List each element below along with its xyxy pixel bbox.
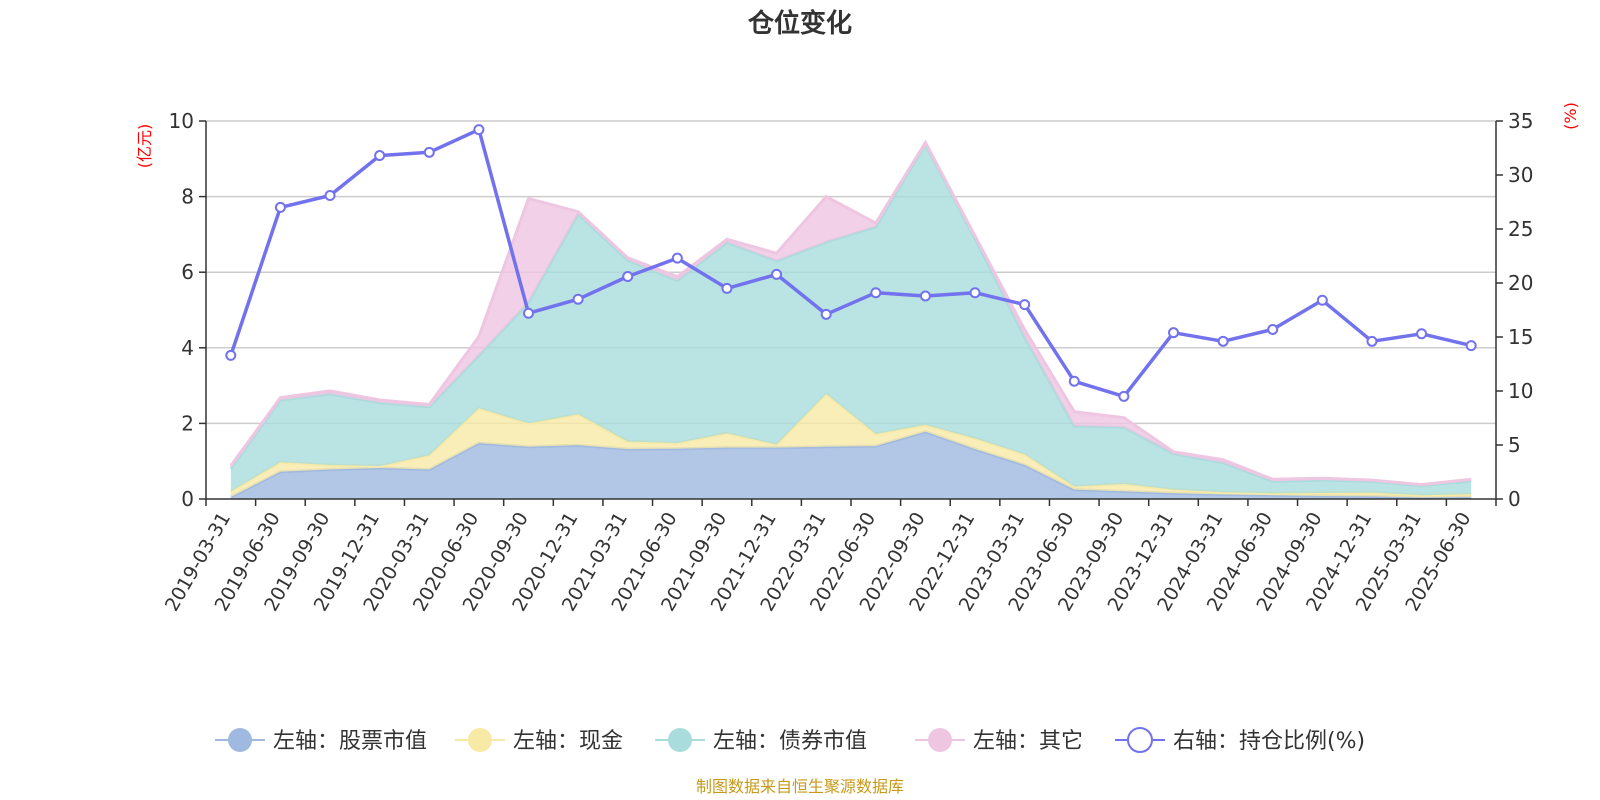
- stacked-areas: [229, 139, 1472, 500]
- area-左轴：股票市值: [230, 431, 1472, 499]
- holding-ratio-line: [225, 124, 1477, 402]
- area-左轴：现金: [230, 393, 1472, 498]
- legend-item[interactable]: 左轴：债券市值: [655, 728, 867, 754]
- ratio-point: [1416, 328, 1428, 340]
- ratio-point: [1118, 390, 1130, 402]
- ratio-point: [572, 293, 584, 305]
- ratio-point: [324, 190, 336, 202]
- left-axis-tick-label: 4: [181, 336, 194, 360]
- area-edge-左轴：其它: [229, 139, 1472, 487]
- ratio-point: [622, 271, 634, 283]
- legend-label: 左轴：现金: [513, 729, 623, 754]
- legend-label: 左轴：股票市值: [273, 729, 427, 754]
- ratio-point: [820, 308, 832, 320]
- right-axis-tick-label: 15: [1508, 325, 1533, 349]
- area-edge-左轴：现金: [230, 391, 1472, 497]
- legend: 左轴：股票市值 左轴：现金 左轴：债券市值 左轴：其它 右轴：持仓比例(%): [215, 727, 1365, 754]
- left-axis-tick-label: 10: [169, 109, 194, 133]
- ratio-point: [1068, 375, 1080, 387]
- left-axis-tick-label: 6: [181, 260, 194, 284]
- area-左轴：债券市值: [230, 144, 1472, 496]
- right-axis-tick-label: 10: [1508, 379, 1533, 403]
- source-note: 制图数据来自恒生聚源数据库: [696, 777, 904, 796]
- legend-marker: [228, 728, 252, 752]
- legend-label: 左轴：债券市值: [713, 729, 867, 754]
- ratio-point: [1267, 323, 1279, 335]
- right-axis-tick-label: 35: [1508, 109, 1533, 133]
- left-axis-tick-label: 0: [181, 487, 194, 511]
- ratio-point: [1019, 299, 1031, 311]
- ratio-point: [274, 201, 286, 213]
- ratio-point: [1316, 294, 1328, 306]
- left-axis-tick-label: 8: [181, 185, 194, 209]
- ratio-point: [771, 268, 783, 280]
- ratio-point: [1217, 335, 1229, 347]
- legend-item[interactable]: 右轴：持仓比例(%): [1115, 727, 1365, 754]
- legend-marker: [468, 728, 492, 752]
- legend-marker: [668, 728, 692, 752]
- right-axis-tick-label: 25: [1508, 217, 1533, 241]
- ratio-point: [374, 150, 386, 162]
- ratio-point: [1465, 340, 1477, 352]
- ratio-point: [969, 287, 981, 299]
- legend-label: 左轴：其它: [973, 729, 1083, 754]
- right-axis-tick-label: 0: [1508, 487, 1521, 511]
- legend-label: 右轴：持仓比例(%): [1173, 729, 1365, 754]
- right-axis-tick-label: 5: [1508, 433, 1521, 457]
- chart-title: 仓位变化: [747, 8, 852, 39]
- ratio-point: [423, 146, 435, 158]
- left-axis-tick-label: 2: [181, 411, 194, 435]
- legend-item[interactable]: 左轴：股票市值: [215, 728, 427, 754]
- right-axis-tick-label: 30: [1508, 163, 1533, 187]
- legend-item[interactable]: 左轴：现金: [455, 728, 623, 754]
- ratio-point: [671, 252, 683, 264]
- legend-item[interactable]: 左轴：其它: [915, 728, 1083, 754]
- legend-marker: [928, 728, 952, 752]
- ratio-point: [225, 349, 237, 361]
- area-左轴：其它: [230, 142, 1472, 486]
- left-axis-unit: (亿元): [135, 124, 154, 169]
- ratio-point: [919, 290, 931, 302]
- ratio-point: [1366, 335, 1378, 347]
- ratio-point: [870, 287, 882, 299]
- legend-marker: [1127, 727, 1153, 753]
- right-axis-tick-label: 20: [1508, 271, 1533, 295]
- ratio-line-path: [229, 127, 1472, 399]
- ratio-point: [721, 282, 733, 294]
- ratio-point: [1168, 327, 1179, 339]
- ratio-point: [523, 307, 534, 319]
- right-axis-unit: (%): [1561, 102, 1580, 130]
- ratio-point: [473, 124, 485, 136]
